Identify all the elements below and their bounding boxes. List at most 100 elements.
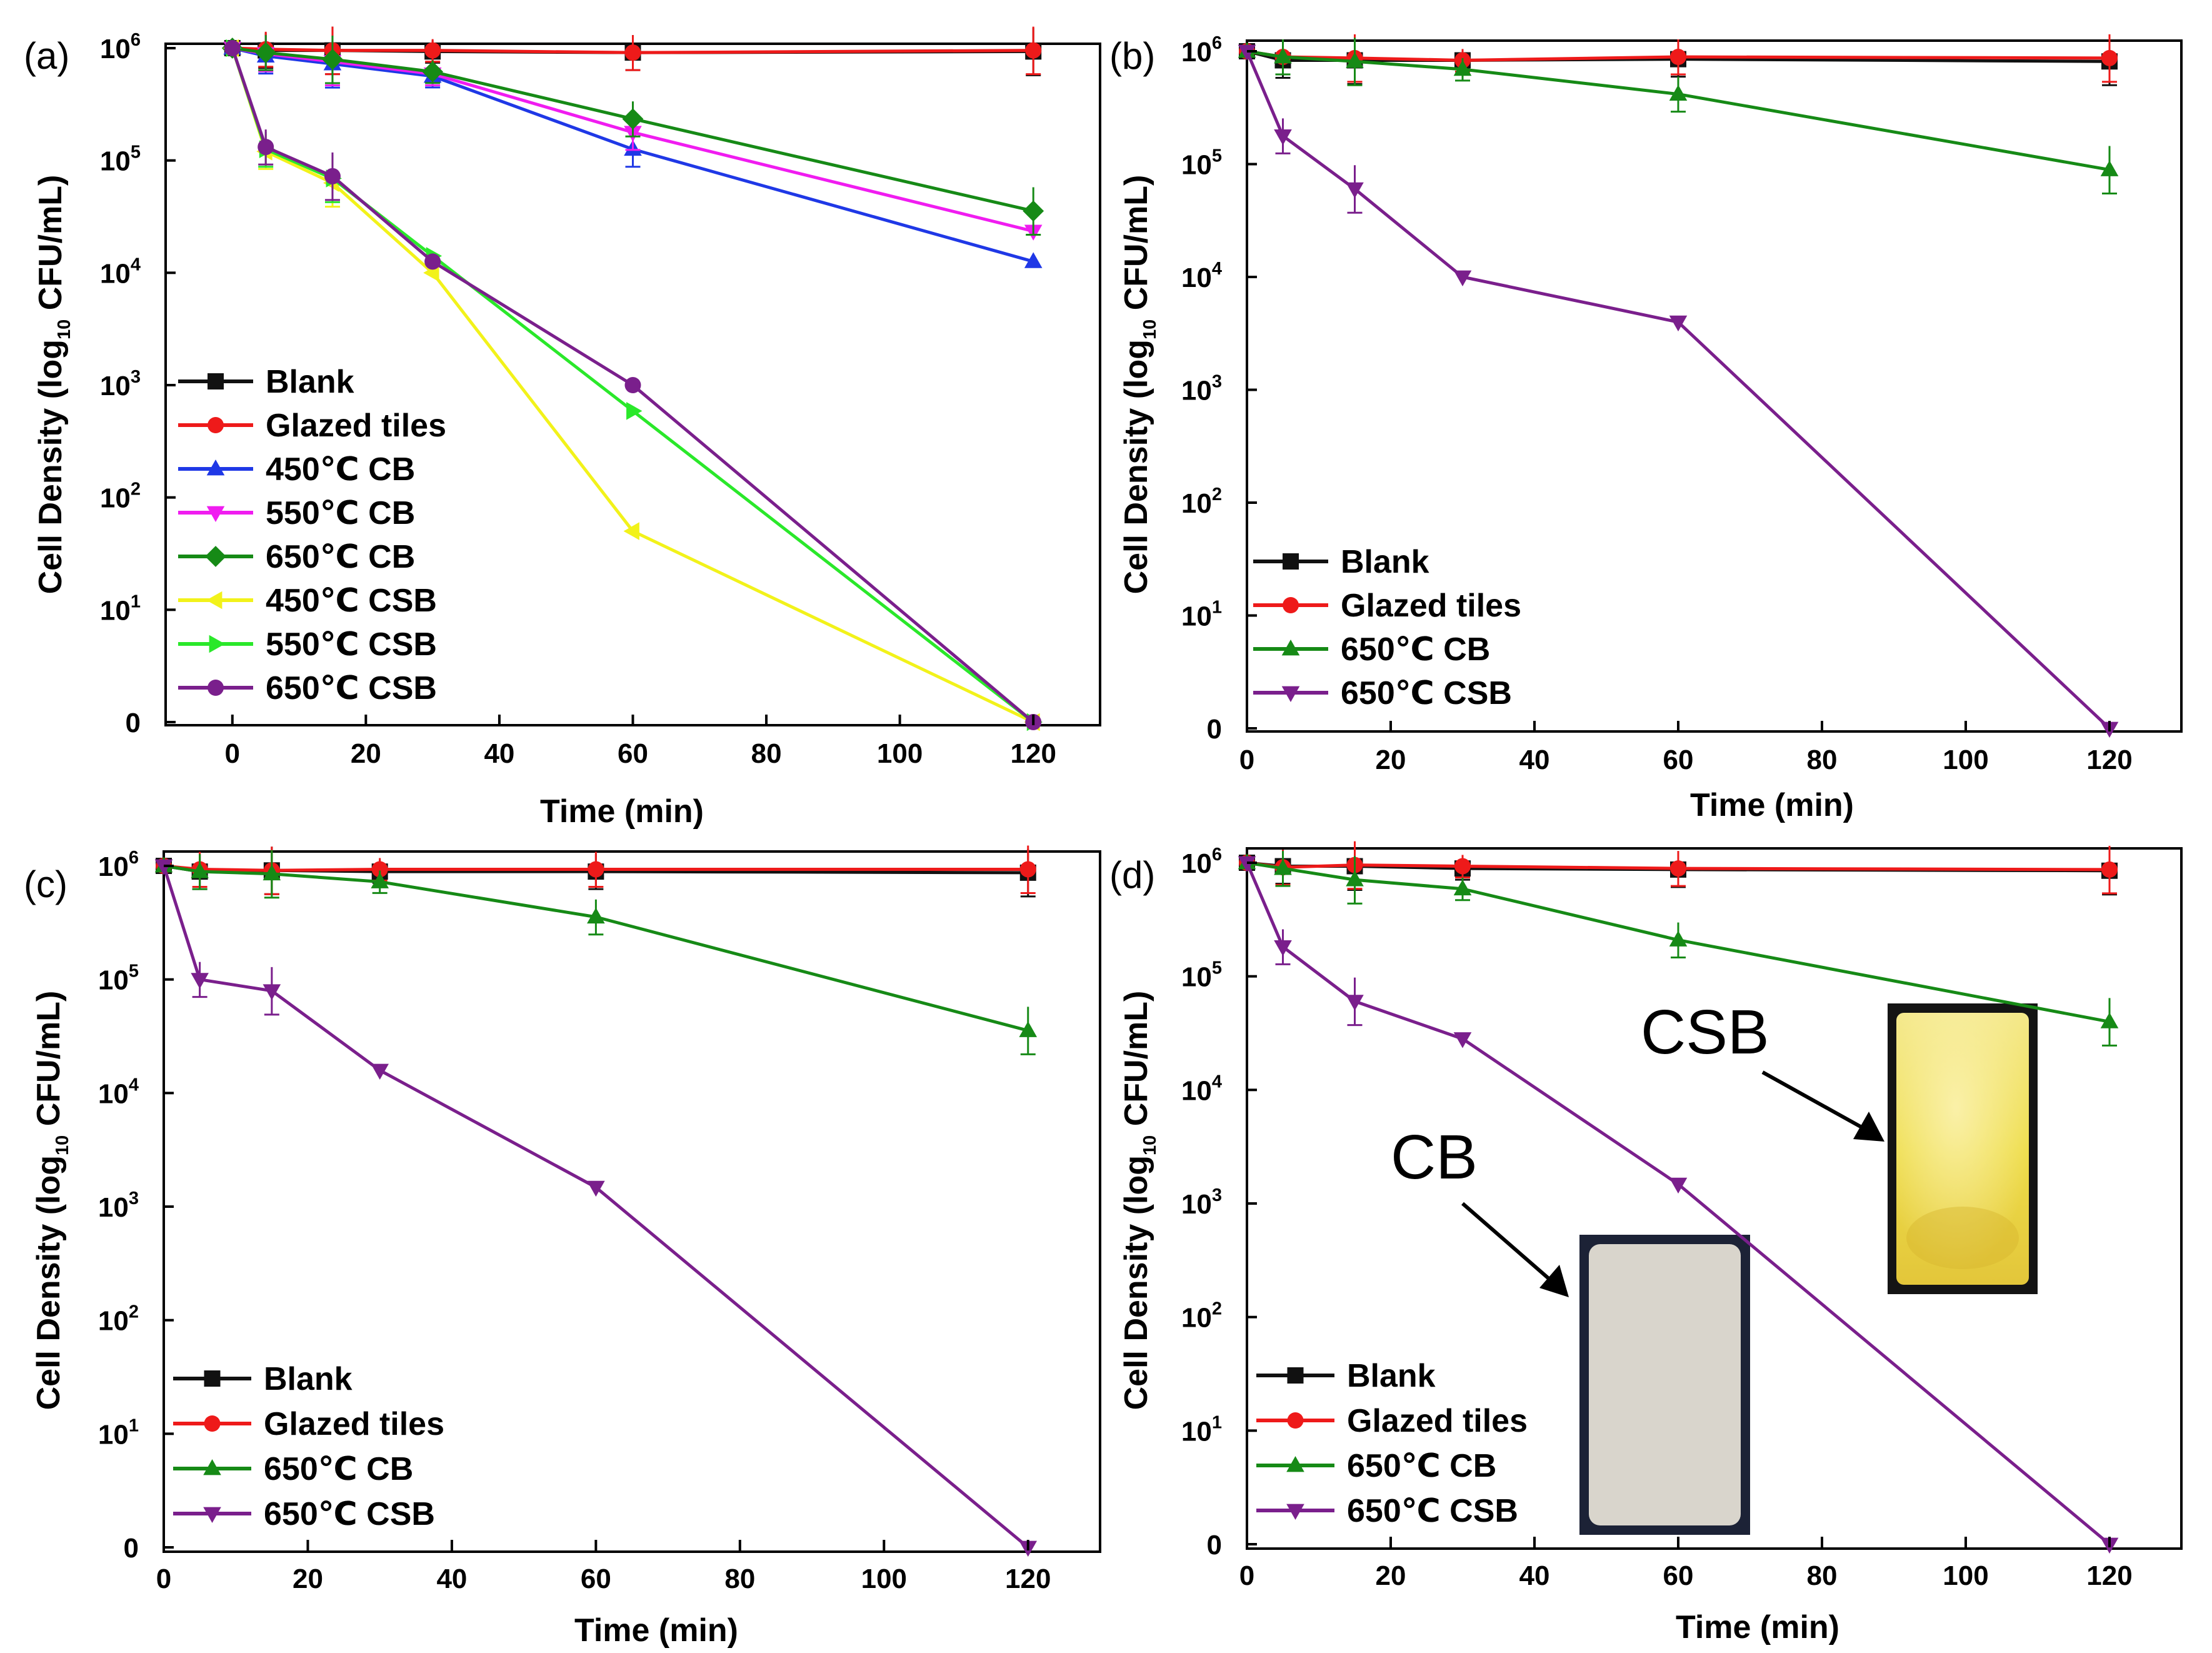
plot-frame <box>1246 39 2183 733</box>
x-tick-label: 40 <box>436 1564 467 1594</box>
y-tick-exponent: 2 <box>1212 485 1222 505</box>
x-tick-label: 20 <box>351 738 381 769</box>
y-axis-ticks: 0 101 102 103 104 105 106 <box>100 30 176 738</box>
y-tick-exponent: 2 <box>131 480 141 500</box>
data-point <box>1454 858 1471 875</box>
x-tick-label: 120 <box>2086 745 2132 775</box>
cb-tile-photo <box>1579 1235 1750 1535</box>
x-axis-title: Time (min) <box>1676 1609 1839 1645</box>
data-point <box>1346 182 1364 199</box>
x-tick-label: 60 <box>581 1564 611 1594</box>
y-tick-label: 106 <box>98 848 139 882</box>
data-point <box>1453 59 1472 76</box>
y-tick-exponent: 3 <box>129 1188 139 1208</box>
x-tick-label: 60 <box>1663 1560 1694 1591</box>
data-point <box>224 40 241 56</box>
y-axis-ticks: 0 101 102 103 104 105 106 <box>98 848 174 1564</box>
legend-label: Glazed tiles <box>1347 1403 1528 1439</box>
csb-photo-label: CSB <box>1641 997 1769 1067</box>
y-tick-label: 105 <box>1181 146 1222 181</box>
y-axis-title: Cell Density (log10 CFU/mL) <box>33 175 74 595</box>
y-tick-exponent: 1 <box>131 591 141 611</box>
y-tick-exponent: 6 <box>1212 845 1222 865</box>
y-tick-label: 104 <box>1181 259 1222 293</box>
y-tick-label: 105 <box>100 143 141 177</box>
x-axis-ticks: 0 20 40 60 80 100 120 <box>225 715 1056 769</box>
legend-marker <box>1283 553 1299 570</box>
data-point <box>1453 1032 1472 1048</box>
data-point <box>1346 995 1364 1011</box>
x-tick-label: 20 <box>293 1564 323 1594</box>
x-tick-label: 120 <box>1005 1564 1051 1594</box>
y-tick-exponent: 3 <box>1212 1185 1222 1205</box>
data-point <box>1670 49 1686 66</box>
data-point <box>191 973 209 989</box>
y-tick-exponent: 4 <box>129 1075 139 1095</box>
y-tick-label: 103 <box>1181 372 1222 406</box>
y-tick-label: 0 <box>1207 714 1222 745</box>
plot-frame <box>1246 847 2183 1550</box>
legend-label: 650℃ CB <box>1347 1448 1496 1484</box>
legend-marker <box>1281 686 1300 702</box>
y-tick-label: 0 <box>124 1533 139 1564</box>
y-tick-label: 104 <box>100 254 141 289</box>
y-axis-ticks: 0 101 102 103 104 105 106 <box>1181 845 1257 1560</box>
legend-label: 650℃ CSB <box>266 670 437 706</box>
data-point <box>258 139 274 156</box>
data-point <box>1238 44 1256 61</box>
legend-label: 550℃ CB <box>266 495 415 531</box>
legend-marker <box>203 1459 221 1475</box>
y-tick-exponent: 5 <box>131 143 141 163</box>
data-point <box>371 1063 389 1080</box>
legend-marker <box>204 1415 221 1432</box>
legend: Blank Glazed tiles 650℃ CB 650℃ CSB <box>173 1361 444 1532</box>
y-tick-exponent: 1 <box>1212 598 1222 618</box>
legend-marker <box>206 506 225 522</box>
data-point <box>1346 870 1364 887</box>
data-point <box>622 108 644 130</box>
series-lines <box>154 845 1038 1557</box>
y-axis-ticks: 0 101 102 103 104 105 106 <box>1181 33 1257 745</box>
legend-marker <box>204 1370 221 1387</box>
y-tick-exponent: 6 <box>131 30 141 50</box>
legend-label: Blank <box>266 364 354 400</box>
y-tick-label: 102 <box>1181 1299 1222 1334</box>
data-point <box>1025 42 1042 59</box>
legend-marker <box>1281 640 1300 656</box>
x-tick-label: 60 <box>618 738 648 769</box>
x-tick-label: 20 <box>1376 745 1406 775</box>
y-tick-exponent: 2 <box>1212 1299 1222 1319</box>
y-tick-label: 105 <box>98 962 139 996</box>
data-point <box>1274 859 1292 875</box>
data-point <box>324 168 341 184</box>
y-tick-exponent: 5 <box>1212 146 1222 166</box>
data-point <box>1669 315 1688 332</box>
legend: Blank Glazed tiles 650℃ CB 650℃ CSB <box>1253 544 1521 711</box>
y-tick-label: 105 <box>1181 958 1222 993</box>
legend-marker <box>1286 1456 1304 1472</box>
legend-label: Glazed tiles <box>266 408 446 444</box>
data-point <box>1346 52 1364 68</box>
data-point <box>626 402 643 420</box>
y-tick-label: 101 <box>98 1415 139 1450</box>
data-point <box>1023 200 1044 222</box>
data-point <box>1453 270 1472 286</box>
data-point <box>1453 879 1472 896</box>
y-tick-label: 103 <box>100 367 141 401</box>
y-tick-label: 101 <box>100 591 141 626</box>
csb-tile-photo <box>1888 1003 2038 1294</box>
data-point <box>424 42 441 59</box>
photo-arrow-cb <box>1461 1202 1569 1297</box>
y-axis-title: Cell Density (log10 CFU/mL) <box>1118 991 1160 1410</box>
legend-marker <box>1283 597 1299 613</box>
x-axis-title: Time (min) <box>540 793 704 830</box>
data-point <box>1019 861 1036 878</box>
x-tick-label: 100 <box>861 1564 907 1594</box>
x-tick-label: 100 <box>1943 1560 1988 1591</box>
y-tick-label: 106 <box>1181 33 1222 68</box>
y-tick-label: 101 <box>1181 598 1222 632</box>
y-tick-exponent: 4 <box>131 254 141 274</box>
legend-marker <box>206 460 225 476</box>
data-point <box>1669 1177 1688 1194</box>
